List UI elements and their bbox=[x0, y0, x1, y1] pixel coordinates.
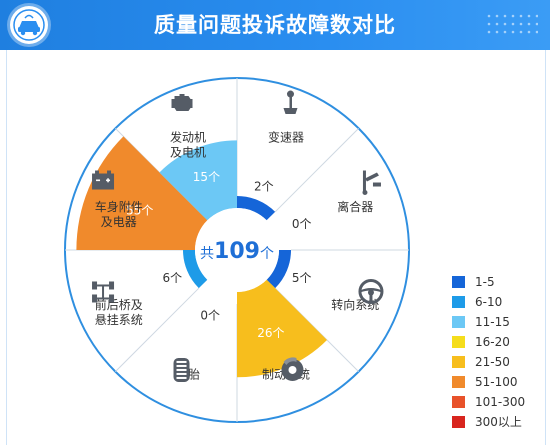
base-segment-2 bbox=[266, 250, 291, 289]
legend-item: 1-5 bbox=[450, 272, 545, 292]
category-label: 前后桥及悬挂系统 bbox=[95, 297, 143, 327]
gear-shifter-icon bbox=[283, 90, 298, 115]
legend-item: 101-300 bbox=[450, 392, 545, 412]
category-label: 变速器 bbox=[268, 130, 304, 145]
category-label: 车身附件及电器 bbox=[95, 199, 143, 229]
category-icons bbox=[92, 90, 384, 382]
sector-divider bbox=[266, 128, 359, 221]
brake-disc-icon bbox=[281, 357, 304, 381]
sector-6 bbox=[76, 136, 208, 250]
legend-label: 11-15 bbox=[475, 315, 510, 329]
value-label: 2个 bbox=[254, 179, 274, 193]
center-total-value: 109 bbox=[214, 239, 260, 264]
legend-item: 51-100 bbox=[450, 372, 545, 392]
value-label: 0个 bbox=[200, 309, 220, 323]
legend-swatch bbox=[452, 356, 465, 368]
base-segment-5 bbox=[183, 250, 208, 289]
base-segment-0 bbox=[237, 196, 276, 221]
legend-label: 16-20 bbox=[475, 335, 510, 349]
value-label: 0个 bbox=[292, 217, 312, 231]
legend-swatch bbox=[452, 276, 465, 288]
center-total: 共109个 bbox=[200, 239, 274, 264]
legend-swatch bbox=[452, 296, 465, 308]
base-ring bbox=[183, 196, 291, 304]
legend-label: 1-5 bbox=[475, 275, 495, 289]
battery-icon bbox=[92, 170, 115, 190]
legend-label: 21-50 bbox=[475, 355, 510, 369]
legend-label: 51-100 bbox=[475, 375, 518, 389]
center-suffix: 个 bbox=[260, 246, 274, 262]
page-title: 质量问题投诉故障数对比 bbox=[154, 13, 396, 37]
legend-item: 11-15 bbox=[450, 312, 545, 332]
base-segment-3 bbox=[237, 279, 276, 304]
legend: 1-5 6-10 11-15 16-20 21-50 51-100 101-300 300以上 bbox=[450, 272, 545, 432]
tire-icon bbox=[173, 357, 190, 382]
base-segment-6 bbox=[183, 211, 208, 250]
legend-item: 16-20 bbox=[450, 332, 545, 352]
legend-label: 6-10 bbox=[475, 295, 503, 309]
legend-item: 6-10 bbox=[450, 292, 545, 312]
header-bar: 质量问题投诉故障数对比 bbox=[0, 0, 550, 50]
sector-divider bbox=[115, 279, 208, 372]
legend-swatch bbox=[452, 336, 465, 348]
sector-3 bbox=[237, 279, 328, 378]
value-label: 55个 bbox=[126, 204, 153, 218]
legend-label: 101-300 bbox=[475, 395, 526, 409]
value-label: 15个 bbox=[193, 170, 220, 184]
legend-item: 21-50 bbox=[450, 352, 545, 372]
clutch-icon bbox=[362, 170, 381, 196]
base-segment-7 bbox=[198, 196, 237, 221]
value-label: 6个 bbox=[163, 271, 183, 285]
legend-label: 300以上 bbox=[475, 415, 522, 429]
car-logo-icon bbox=[10, 6, 48, 44]
decorative-dots bbox=[487, 14, 538, 34]
center-prefix: 共 bbox=[200, 246, 214, 262]
legend-item: 300以上 bbox=[450, 412, 545, 432]
legend-swatch bbox=[452, 376, 465, 388]
base-segment-4 bbox=[198, 279, 237, 304]
legend-swatch bbox=[452, 316, 465, 328]
value-label: 26个 bbox=[257, 326, 284, 340]
category-label: 离合器 bbox=[337, 199, 373, 214]
category-label: 发动机及电机 bbox=[170, 130, 206, 160]
center-disc bbox=[195, 208, 279, 292]
base-segment-1 bbox=[266, 211, 291, 250]
legend-swatch bbox=[452, 396, 465, 408]
axle-icon bbox=[92, 281, 115, 303]
legend-swatch bbox=[452, 416, 465, 428]
value-labels: 2个 0个 5个 26个 0个 6个 55个 15个 bbox=[126, 170, 311, 340]
value-label: 5个 bbox=[292, 271, 312, 285]
steering-wheel-icon bbox=[358, 278, 384, 304]
engine-icon bbox=[171, 94, 193, 112]
